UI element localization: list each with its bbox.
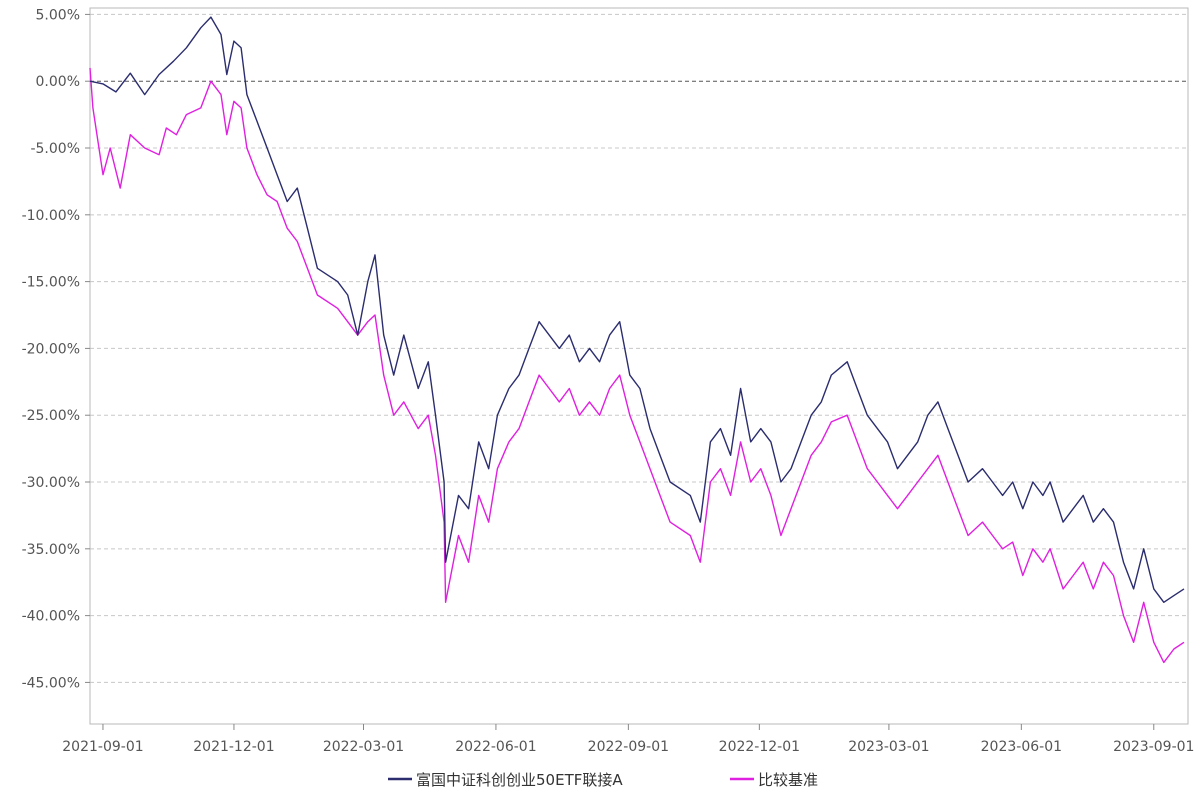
y-tick-label: -25.00% [22, 408, 80, 424]
x-tick-label: 2022-09-01 [588, 739, 669, 755]
plot-frame [89, 7, 1189, 725]
legend-label-fund: 富国中证科创创业50ETF联接A [416, 771, 623, 789]
y-tick-label: -20.00% [22, 341, 80, 357]
x-tick-label: 2021-12-01 [193, 739, 274, 755]
y-tick-label: -30.00% [22, 475, 80, 491]
y-axis-ticks: 5.00% 0.00% -5.00% -10.00% -15.00% -20.00% -25… [22, 7, 90, 691]
y-tick-label: -15.00% [22, 275, 80, 291]
x-tick-label: 2023-06-01 [981, 739, 1062, 755]
x-tick-label: 2022-06-01 [455, 739, 536, 755]
y-tick-label: -45.00% [22, 675, 80, 691]
y-tick-label: -5.00% [30, 141, 80, 157]
x-tick-label: 2021-09-01 [62, 739, 143, 755]
x-tick-label: 2022-03-01 [323, 739, 404, 755]
series-lines [89, 16, 1185, 664]
y-tick-label: -40.00% [22, 609, 80, 625]
series-line-benchmark [89, 67, 1185, 664]
grid-lines [90, 13, 1188, 683]
series-line-fund [89, 16, 1185, 603]
legend-label-benchmark: 比较基准 [758, 771, 818, 789]
y-tick-label: 5.00% [36, 7, 80, 23]
legend: 富国中证科创创业50ETF联接A 比较基准 [388, 771, 818, 789]
y-tick-label: -10.00% [22, 208, 80, 224]
y-tick-label: -35.00% [22, 542, 80, 558]
x-tick-label: 2022-12-01 [719, 739, 800, 755]
x-axis-ticks: 2021-09-01 2021-12-01 2022-03-01 2022-06-01… [62, 724, 1194, 755]
x-tick-label: 2023-09-01 [1113, 739, 1194, 755]
x-tick-label: 2023-03-01 [848, 739, 929, 755]
y-tick-label: 0.00% [36, 74, 80, 90]
